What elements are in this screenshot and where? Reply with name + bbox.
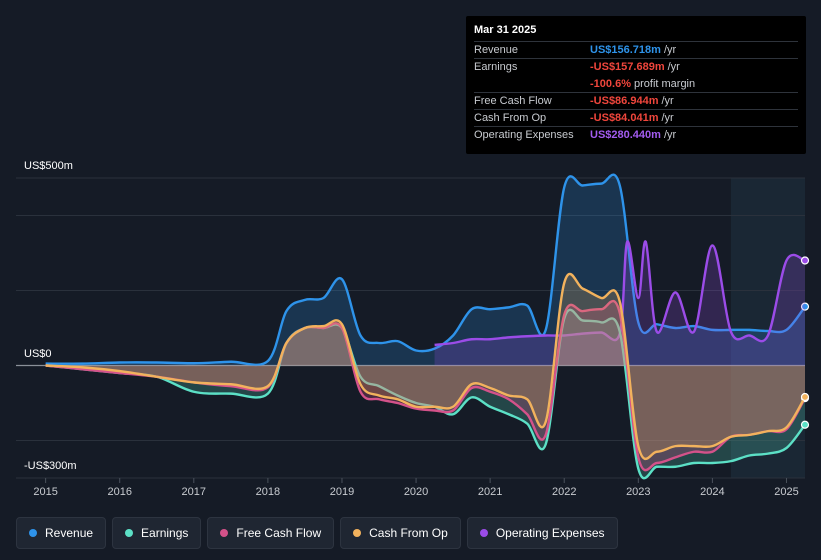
- legend-label: Cash From Op: [369, 526, 448, 540]
- tooltip-row-unit: /yr: [667, 61, 680, 73]
- tooltip-row-unit: /yr: [661, 112, 674, 124]
- tooltip-row-unit: /yr: [661, 95, 674, 107]
- earnings-area: [45, 309, 806, 479]
- legend: Revenue Earnings Free Cash Flow Cash From O…: [16, 517, 618, 549]
- legend-item-revenue[interactable]: Revenue: [16, 517, 107, 549]
- legend-label: Free Cash Flow: [236, 526, 322, 540]
- legend-label: Revenue: [45, 526, 94, 540]
- tooltip-row-label: Earnings: [474, 61, 518, 73]
- cfo-line: [45, 272, 807, 461]
- legend-item-operating-expenses[interactable]: Operating Expenses: [466, 517, 618, 549]
- y-axis-zero-label: US$0: [24, 348, 52, 360]
- legend-item-earnings[interactable]: Earnings: [112, 517, 202, 549]
- legend-dot-icon: [29, 529, 37, 537]
- tooltip-row: Free Cash Flow -US$86.944m/yr: [474, 92, 798, 109]
- x-tick-label: 2021: [478, 486, 502, 498]
- tooltip-rows: Revenue US$156.718m/yr Earnings -US$157.689…: [474, 41, 798, 143]
- earnings-line: [45, 308, 806, 480]
- tooltip-row-value: -US$84.041m: [590, 112, 659, 124]
- y-axis-bottom-label: -US$300m: [24, 460, 77, 472]
- x-tick-label: 2024: [700, 486, 724, 498]
- x-tick-label: 2017: [182, 486, 206, 498]
- tooltip-row: Operating Expenses US$280.440m/yr: [474, 126, 798, 143]
- tooltip-row-label: Free Cash Flow: [474, 95, 552, 107]
- fcf-area: [45, 301, 806, 471]
- tooltip-row: Earnings -US$157.689m/yr: [474, 58, 798, 75]
- legend-dot-icon: [479, 529, 488, 537]
- legend-label: Earnings: [141, 526, 189, 540]
- legend-dot-icon: [353, 529, 362, 537]
- tooltip-row-unit: profit margin: [633, 77, 696, 90]
- cfo-endpoint: [800, 392, 810, 402]
- series-layer: [45, 173, 810, 480]
- y-axis-top-label: US$500m: [24, 160, 73, 172]
- tooltip-row-value: -US$157.689m: [590, 61, 665, 73]
- revenue-endpoint: [800, 302, 810, 311]
- x-tick-label: 2022: [552, 486, 576, 498]
- tooltip-row: -100.6% profit margin: [474, 75, 798, 92]
- legend-dot-icon: [125, 529, 134, 537]
- x-axis: 2015 2016 2017 2018 2019 2020 2021 2022 2023 2024…: [33, 478, 799, 498]
- earnings-endpoint: [800, 420, 810, 429]
- opex-line: [434, 240, 806, 347]
- tooltip-row-unit: /yr: [663, 44, 677, 56]
- tooltip-row: Cash From Op -US$84.041m/yr: [474, 109, 798, 126]
- x-tick-label: 2015: [33, 486, 57, 498]
- tooltip-date: Mar 31 2025: [474, 24, 537, 36]
- cfo-area: [45, 273, 806, 459]
- tooltip-row: Revenue US$156.718m/yr: [474, 41, 798, 58]
- tooltip: Mar 31 2025 Revenue US$156.718m/yr Earning…: [466, 16, 806, 154]
- tooltip-row-value: -100.6%: [590, 77, 631, 90]
- forecast-region: [730, 178, 805, 478]
- revenue-line: [45, 173, 806, 367]
- tooltip-row-value: US$280.440m: [590, 129, 661, 141]
- tooltip-row-label: Cash From Op: [474, 112, 547, 124]
- tooltip-row-unit: /yr: [663, 129, 677, 141]
- x-tick-label: 2025: [774, 486, 798, 498]
- tooltip-row-value: US$156.718m: [590, 44, 661, 56]
- legend-dot-icon: [220, 529, 229, 537]
- x-tick-label: 2016: [107, 486, 131, 498]
- legend-label: Operating Expenses: [495, 526, 605, 540]
- tooltip-row-label: Operating Expenses: [474, 129, 574, 141]
- x-tick-label: 2018: [256, 486, 280, 498]
- tooltip-row-label: Revenue: [474, 44, 519, 56]
- opex-area: [434, 241, 805, 366]
- opex-endpoint: [800, 256, 810, 265]
- legend-item-cash-from-op[interactable]: Cash From Op: [340, 517, 461, 549]
- x-tick-label: 2023: [626, 486, 650, 498]
- revenue-area: [45, 174, 806, 366]
- x-tick-label: 2019: [330, 486, 354, 498]
- legend-item-free-cash-flow[interactable]: Free Cash Flow: [207, 517, 335, 549]
- gridlines: [16, 177, 805, 479]
- tooltip-row-value: -US$86.944m: [590, 95, 659, 107]
- x-tick-label: 2020: [404, 486, 428, 498]
